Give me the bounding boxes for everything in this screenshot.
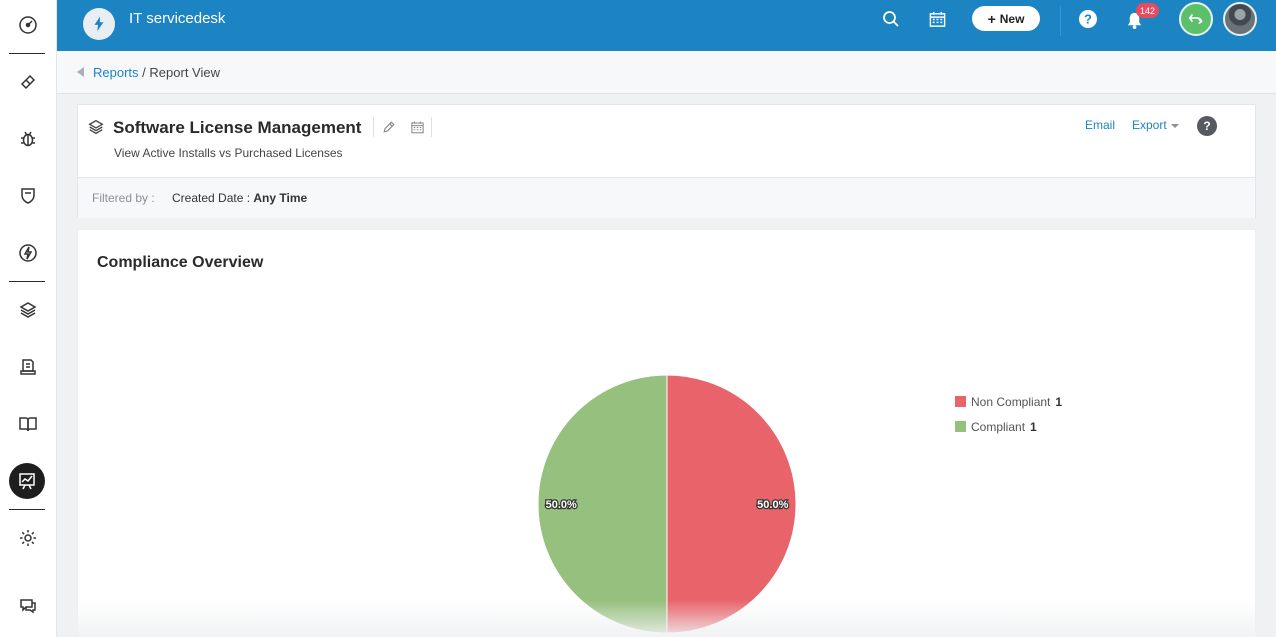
title-separator — [373, 117, 374, 137]
shield-icon[interactable] — [14, 182, 42, 210]
recycle-icon — [1188, 14, 1203, 25]
breadcrumb-reports-link[interactable]: Reports — [93, 65, 139, 80]
breadcrumb-current: Report View — [149, 65, 220, 80]
chart-card: Compliance Overview 50.0% 50.0% Non Compl… — [77, 229, 1256, 637]
green-avatar[interactable] — [1179, 2, 1213, 36]
ticket-icon[interactable] — [14, 68, 42, 96]
help-icon[interactable]: ? — [1077, 8, 1099, 30]
filter-label: Filtered by : — [92, 191, 155, 205]
layers-icon[interactable] — [14, 296, 42, 324]
chat-icon[interactable] — [14, 592, 42, 620]
new-button-label: New — [999, 11, 1025, 26]
pie-chart: 50.0% 50.0% — [537, 374, 797, 634]
svg-text:?: ? — [1084, 12, 1092, 27]
pie-data-label: 50.0% — [757, 499, 788, 511]
document-icon[interactable] — [14, 353, 42, 381]
legend-swatch — [955, 421, 966, 432]
calendar-icon[interactable] — [926, 8, 948, 30]
left-sidebar — [0, 0, 57, 637]
chart-title: Compliance Overview — [97, 254, 264, 271]
breadcrumb: Reports / Report View — [57, 51, 1276, 94]
settings-icon[interactable] — [14, 524, 42, 552]
sidebar-separator — [9, 281, 45, 282]
sidebar-separator — [9, 53, 45, 54]
header-divider — [1060, 6, 1061, 36]
lightning-icon — [94, 16, 104, 32]
breadcrumb-text: Reports / Report View — [93, 65, 220, 80]
filter-value: Any Time — [253, 191, 308, 205]
legend-item-compliant[interactable]: Compliant 1 — [955, 414, 1062, 439]
report-help-button[interactable]: ? — [1197, 116, 1217, 136]
filter-bar: Filtered by : Created Date : Any Time — [78, 177, 1255, 218]
legend-count: 1 — [1030, 419, 1037, 434]
email-link[interactable]: Email — [1085, 118, 1116, 132]
legend-item-non-compliant[interactable]: Non Compliant 1 — [955, 389, 1062, 414]
top-header: IT servicedesk + New ? 142 — [57, 0, 1276, 51]
user-avatar[interactable] — [1223, 2, 1257, 36]
filter-field: Created Date : — [172, 191, 251, 205]
schedule-calendar-icon[interactable] — [408, 118, 426, 136]
reports-icon[interactable] — [9, 463, 45, 499]
legend-label: Non Compliant — [971, 394, 1051, 409]
report-header-card: Software License Management View Active … — [77, 104, 1256, 218]
export-label: Export — [1132, 118, 1167, 132]
title-separator — [431, 117, 432, 137]
sidebar-separator — [9, 509, 45, 510]
search-icon[interactable] — [880, 8, 902, 30]
legend-count: 1 — [1055, 394, 1063, 409]
report-subtitle: View Active Installs vs Purchased Licens… — [114, 146, 343, 160]
breadcrumb-separator: / — [142, 65, 146, 80]
pie-data-label: 50.0% — [546, 499, 577, 511]
chart-legend: Non Compliant 1 Compliant 1 — [955, 389, 1062, 439]
bug-icon[interactable] — [14, 125, 42, 153]
layers-icon — [88, 119, 104, 135]
dashboard-icon[interactable] — [14, 11, 42, 39]
report-title: Software License Management — [113, 118, 362, 137]
chevron-down-icon — [1170, 123, 1179, 128]
legend-swatch — [955, 396, 966, 407]
app-logo[interactable] — [83, 8, 115, 40]
edit-pencil-icon[interactable] — [380, 118, 398, 136]
filter-criteria[interactable]: Created Date : Any Time — [172, 191, 307, 205]
notification-badge: 142 — [1136, 3, 1160, 18]
plus-icon: + — [987, 10, 996, 27]
export-dropdown[interactable]: Export — [1132, 118, 1179, 132]
app-title: IT servicedesk — [129, 10, 226, 27]
back-arrow-icon[interactable] — [77, 67, 84, 77]
book-icon[interactable] — [14, 410, 42, 438]
lightning-icon[interactable] — [14, 239, 42, 267]
new-button[interactable]: + New — [972, 6, 1040, 31]
legend-label: Compliant — [971, 419, 1026, 434]
